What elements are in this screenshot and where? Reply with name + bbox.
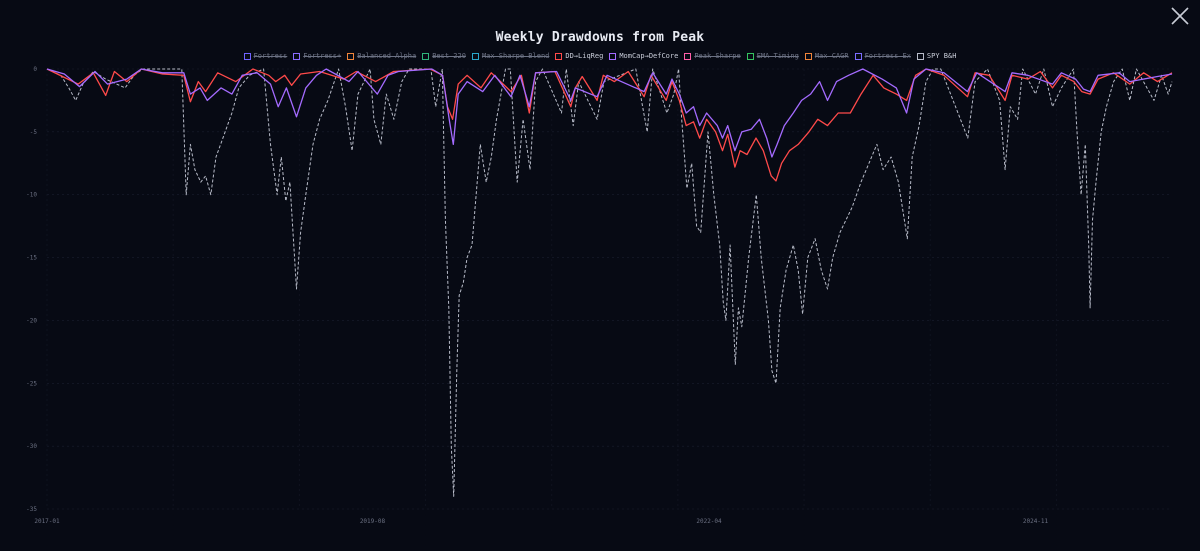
y-tick-label: -20: [26, 317, 37, 324]
legend-label: Balanced Alpha: [357, 52, 417, 60]
legend-swatch: [684, 52, 692, 60]
chart-legend: Fortress Fortress+ Balanced Alpha Best 220 M…: [0, 52, 1200, 60]
legend-label: Fortress Ex: [864, 52, 911, 60]
legend-label: DD→LiqReg: [565, 52, 604, 60]
legend-item[interactable]: Fortress: [243, 52, 288, 60]
legend-label: Peak Sharpe: [694, 52, 741, 60]
legend-item[interactable]: Max Sharpe Blend: [471, 52, 550, 60]
y-tick-label: -10: [26, 192, 37, 199]
legend-label: MomCap→DefCore: [619, 52, 679, 60]
legend-label: Fortress: [253, 52, 288, 60]
legend-item[interactable]: Best 220: [422, 52, 466, 60]
series-line: [46, 68, 1173, 497]
legend-item[interactable]: Peak Sharpe: [684, 52, 741, 60]
legend-label: Fortress+: [303, 52, 342, 60]
legend-item[interactable]: Fortress Ex: [854, 52, 911, 60]
legend-swatch: [293, 52, 301, 60]
close-button[interactable]: [1168, 4, 1192, 28]
legend-label: Best 220: [432, 52, 466, 60]
legend-swatch: [422, 52, 430, 60]
y-tick-label: 0: [33, 66, 37, 73]
chart-title: Weekly Drawdowns from Peak: [495, 30, 705, 45]
series-line: [46, 68, 1173, 182]
legend-item[interactable]: Max CAGR: [804, 52, 849, 60]
legend-item[interactable]: Balanced Alpha: [347, 52, 416, 60]
x-tick-label: 2017-01: [34, 518, 60, 525]
y-tick-label: -35: [26, 506, 37, 513]
y-tick-label: -30: [26, 443, 37, 450]
legend-label: Max CAGR: [814, 52, 849, 60]
legend-label: SPY B&H: [926, 52, 957, 60]
series-line: [46, 68, 1173, 158]
legend-swatch: [555, 52, 563, 60]
legend-item[interactable]: SPY B&H: [916, 52, 957, 60]
legend-item[interactable]: DD→LiqReg: [555, 52, 603, 60]
x-tick-label: 2024-11: [1023, 518, 1049, 525]
legend-label: EMA Timing: [756, 52, 799, 60]
legend-swatch: [243, 52, 251, 60]
legend-swatch: [916, 52, 924, 60]
legend-swatch: [347, 52, 355, 60]
close-icon: [1171, 7, 1189, 25]
legend-swatch: [471, 52, 479, 60]
y-tick-label: -15: [26, 255, 37, 262]
y-tick-label: -5: [30, 129, 38, 136]
legend-item[interactable]: MomCap→DefCore: [609, 52, 678, 60]
x-tick-label: 2022-04: [696, 518, 722, 525]
legend-item[interactable]: EMA Timing: [746, 52, 799, 60]
legend-label: Max Sharpe Blend: [481, 52, 550, 60]
x-tick-label: 2019-08: [360, 518, 386, 525]
legend-swatch: [609, 52, 617, 60]
legend-item[interactable]: Fortress+: [293, 52, 341, 60]
y-tick-label: -25: [26, 380, 37, 387]
legend-swatch: [854, 52, 862, 60]
legend-swatch: [804, 52, 812, 60]
legend-swatch: [746, 52, 754, 60]
